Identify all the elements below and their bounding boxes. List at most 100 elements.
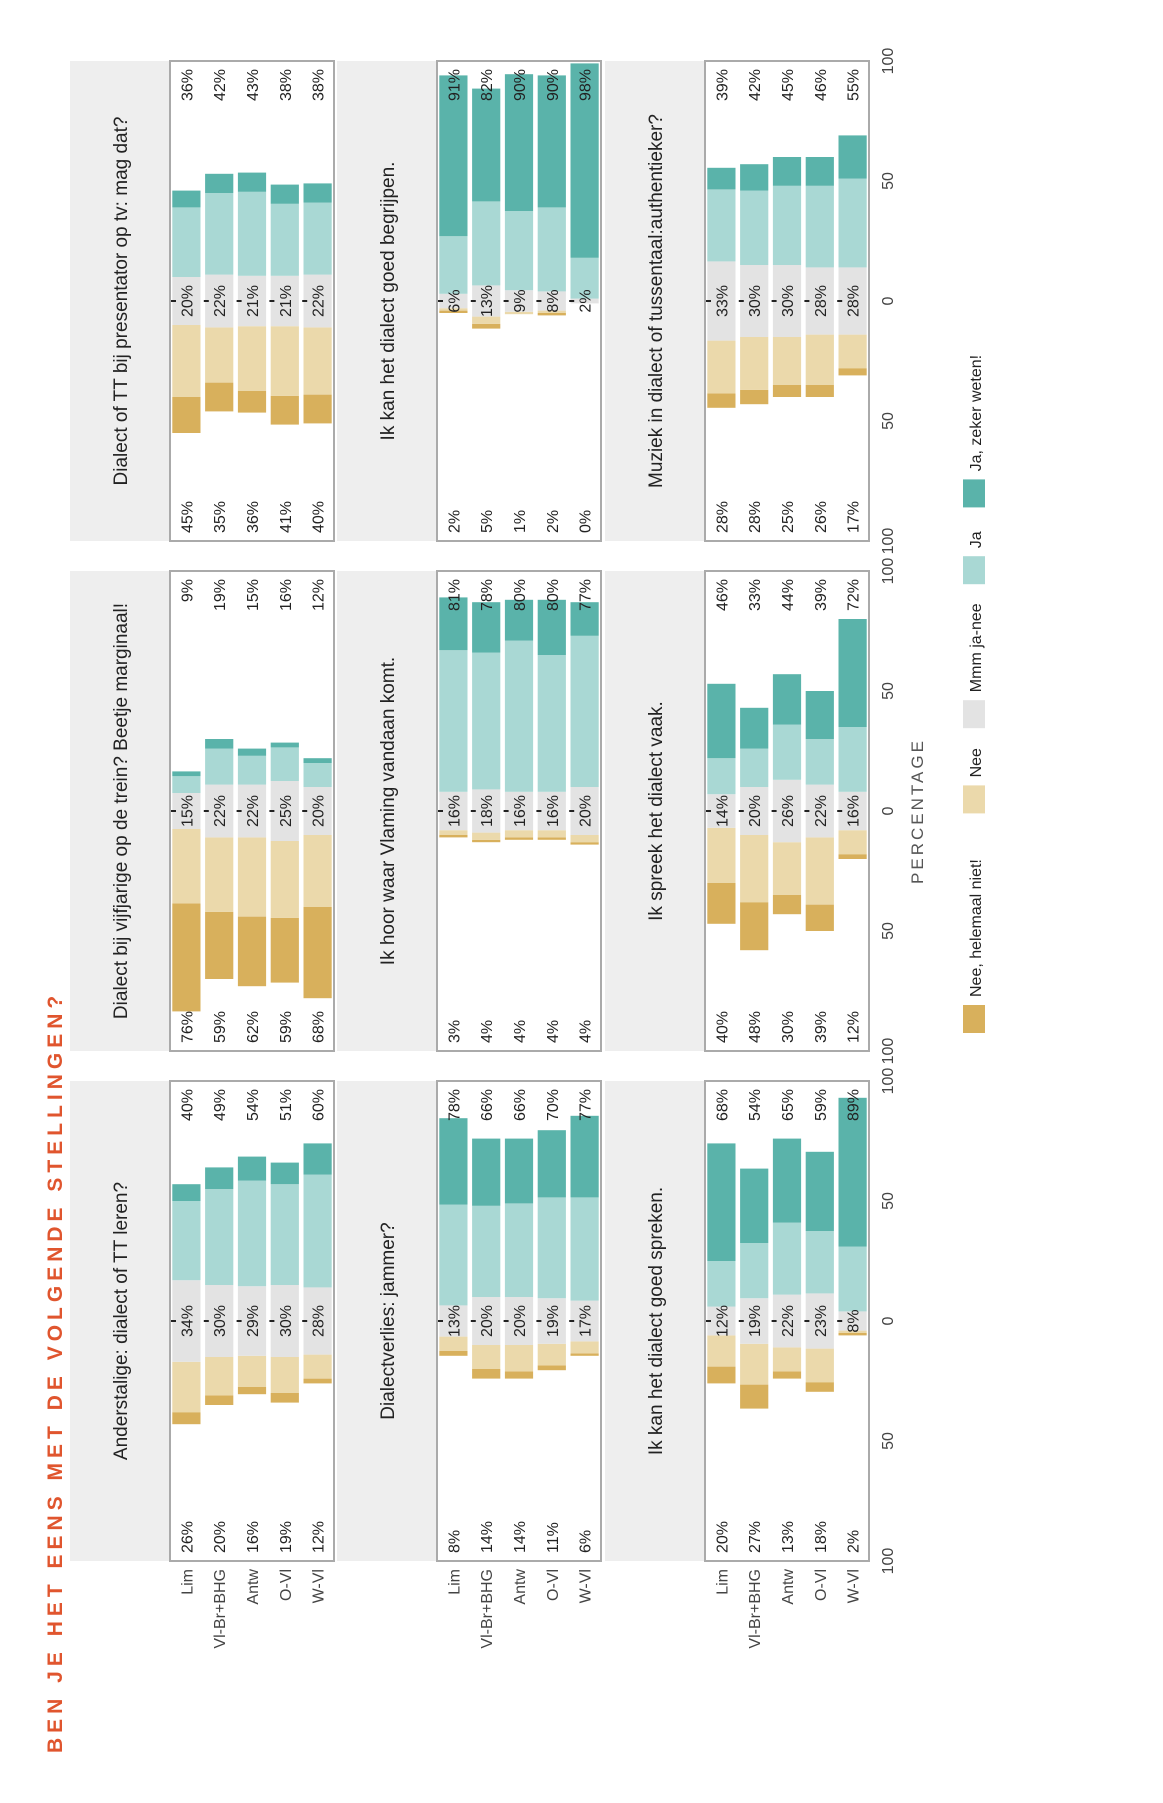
center-percent-label: 30% (780, 285, 797, 317)
center-percent-label: 14% (714, 795, 731, 827)
right-percent-label: 19% (212, 579, 229, 611)
left-percent-label: 0% (578, 510, 595, 533)
bar-segment (740, 1343, 769, 1385)
bar-segment (205, 738, 234, 749)
bar-segment (270, 917, 299, 983)
bar-segment (472, 88, 501, 202)
bar-segment (270, 840, 299, 918)
bar-segment (270, 781, 299, 841)
center-percent-label: 34% (179, 1305, 196, 1337)
bar-segment (270, 1393, 299, 1403)
left-percent-label: 68% (311, 1011, 328, 1043)
left-percent-label: 11% (545, 1522, 562, 1553)
bar-segment (270, 742, 299, 748)
bar-segment (537, 1298, 566, 1344)
bar-segment (172, 1201, 201, 1281)
category-label: Lim (179, 1569, 196, 1595)
bar-segment (270, 184, 299, 204)
bar-segment (504, 311, 534, 315)
bar-segment (270, 747, 299, 781)
bar-segment (838, 726, 867, 792)
bar-segment (537, 599, 566, 655)
left-percent-label: 12% (311, 1521, 328, 1553)
left-percent-label: 35% (212, 501, 229, 533)
center-percent-label: 22% (311, 285, 328, 317)
bar-segment (237, 748, 267, 756)
category-label: Lim (446, 1569, 463, 1595)
category-label: Vl-Br+BHG (479, 1569, 496, 1649)
center-percent-label: 19% (747, 1305, 764, 1337)
right-percent-label: 38% (278, 69, 295, 101)
left-percent-label: 5% (479, 510, 496, 533)
right-percent-label: 42% (747, 69, 764, 101)
bar-segment (270, 203, 299, 276)
left-percent-label: 30% (780, 1011, 797, 1043)
bar-segment (303, 907, 332, 999)
bar-segment (504, 640, 534, 792)
right-percent-label: 39% (813, 579, 830, 611)
panel-title: Dialect of TT bij presentator op tv: mag… (111, 117, 132, 486)
legend-swatch (963, 556, 985, 585)
bar-segment (172, 1280, 201, 1362)
panel-frame (704, 1080, 870, 1562)
panel: Anderstalige: dialect of TT leren? 26% 34%… (70, 1080, 335, 1649)
bar-segment (772, 724, 802, 780)
bar-segment (303, 202, 332, 275)
bar-segment (237, 1180, 267, 1287)
x-tick-label: 100 (880, 48, 897, 75)
bar-segment (838, 1330, 867, 1333)
center-percent-label: 2% (578, 289, 595, 312)
bar-segment (838, 1311, 867, 1331)
center-percent-label: 20% (747, 795, 764, 827)
center-percent-label: 16% (446, 795, 463, 827)
bar-segment (439, 830, 468, 835)
bar-segment (472, 1205, 501, 1297)
bar-segment (707, 1261, 736, 1307)
panel-grid: Anderstalige: dialect of TT leren? 26% 34%… (70, 60, 870, 1649)
x-tick-label: 0 (880, 806, 897, 815)
bar-segment (172, 793, 201, 829)
bar-segment (504, 74, 534, 211)
center-percent-label: 16% (545, 795, 562, 827)
bar-segment (740, 902, 769, 951)
bar-segment (707, 1366, 736, 1384)
bar-segment (205, 382, 234, 412)
right-percent-label: 80% (545, 579, 562, 611)
bar-segment (472, 201, 501, 286)
bar-segment (439, 236, 468, 294)
bar-segment (772, 1222, 802, 1295)
bar-segment (838, 830, 867, 855)
center-percent-label: 13% (446, 1305, 463, 1337)
bar-segment (439, 75, 468, 237)
bar-segment (504, 837, 534, 840)
right-percent-label: 54% (747, 1089, 764, 1121)
bar-segment (805, 1293, 834, 1349)
left-percent-label: 25% (780, 501, 797, 533)
category-label: W-Vl (578, 1569, 595, 1603)
panel-frame (169, 1080, 335, 1562)
left-percent-label: 26% (179, 1521, 196, 1553)
center-percent-label: 21% (278, 285, 295, 317)
center-percent-label: 22% (813, 795, 830, 827)
bar-segment (303, 1174, 332, 1288)
bar-segment (772, 895, 802, 915)
x-tick-label: 100 (880, 558, 897, 585)
x-axis-label: PERCENTAGE (908, 738, 927, 884)
left-percent-label: 16% (245, 1521, 262, 1553)
bar-segment (570, 1353, 599, 1356)
bar-segment (270, 1162, 299, 1185)
bar-segment (740, 389, 769, 405)
category-label: Antw (780, 1569, 797, 1605)
legend-swatch (963, 700, 985, 729)
x-tick-label: 50 (880, 922, 897, 940)
bar-segment (270, 1357, 299, 1393)
bar-segment (237, 837, 267, 917)
center-percent-label: 12% (714, 1305, 731, 1337)
center-percent-label: 22% (780, 1305, 797, 1337)
right-percent-label: 49% (212, 1089, 229, 1121)
bar-segment (537, 1365, 566, 1371)
center-percent-label: 22% (212, 285, 229, 317)
bar-segment (805, 334, 834, 385)
bar-segment (740, 1243, 769, 1299)
bar-segment (205, 837, 234, 912)
